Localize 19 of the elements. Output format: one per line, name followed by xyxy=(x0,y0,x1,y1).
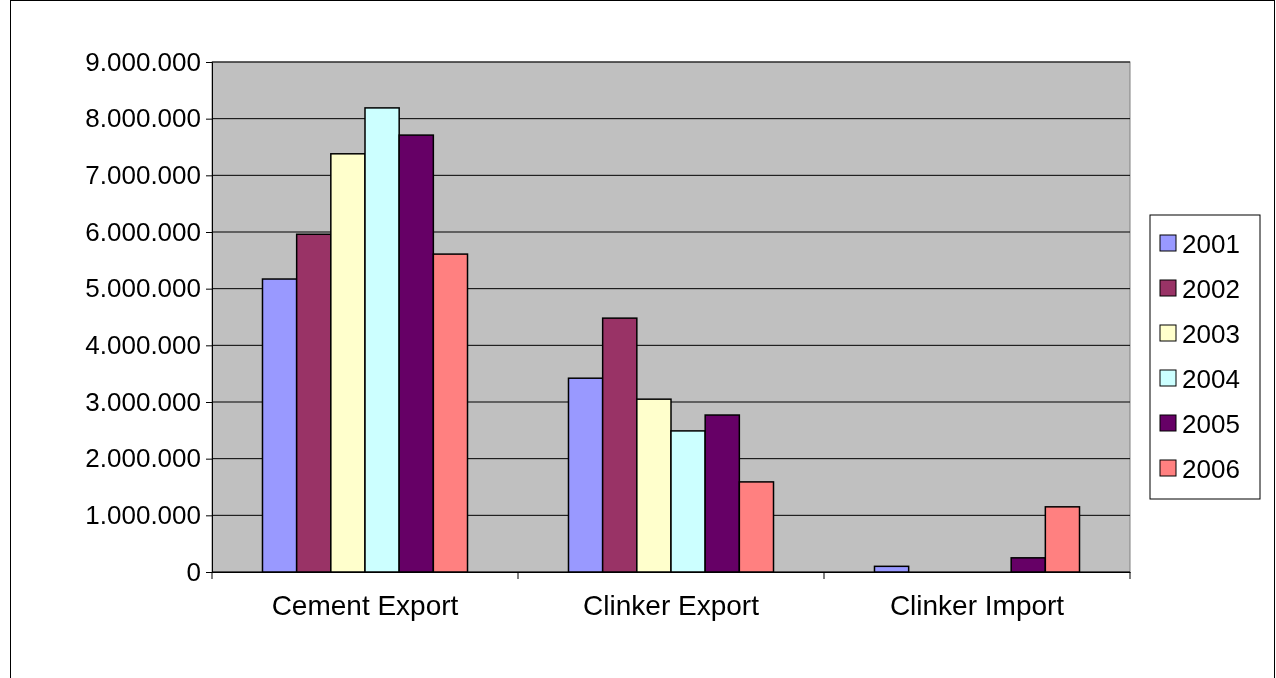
y-tick-label: 3.000.000 xyxy=(85,386,201,417)
legend-label: 2005 xyxy=(1182,409,1240,439)
y-tick-label: 7.000.000 xyxy=(85,160,201,191)
y-tick-label: 1.000.000 xyxy=(85,500,201,531)
y-tick-label: 2.000.000 xyxy=(85,443,201,474)
y-tick-label: 0 xyxy=(186,556,201,587)
legend-label: 2004 xyxy=(1182,364,1240,394)
legend-label: 2003 xyxy=(1182,319,1240,349)
y-tick-label: 4.000.000 xyxy=(85,330,201,361)
x-tick-label: Cement Export xyxy=(271,590,459,621)
legend-label: 2006 xyxy=(1182,454,1240,484)
x-tick-label: Clinker Import xyxy=(889,590,1065,621)
y-tick-label: 9.000.000 xyxy=(85,46,201,77)
y-tick-label: 8.000.000 xyxy=(85,103,201,134)
legend-label: 2001 xyxy=(1182,229,1240,259)
x-tick-label: Clinker Export xyxy=(583,590,760,621)
y-tick-label: 6.000.000 xyxy=(85,216,201,247)
legend-label: 2002 xyxy=(1182,274,1240,304)
y-tick-label: 5.000.000 xyxy=(85,273,201,304)
